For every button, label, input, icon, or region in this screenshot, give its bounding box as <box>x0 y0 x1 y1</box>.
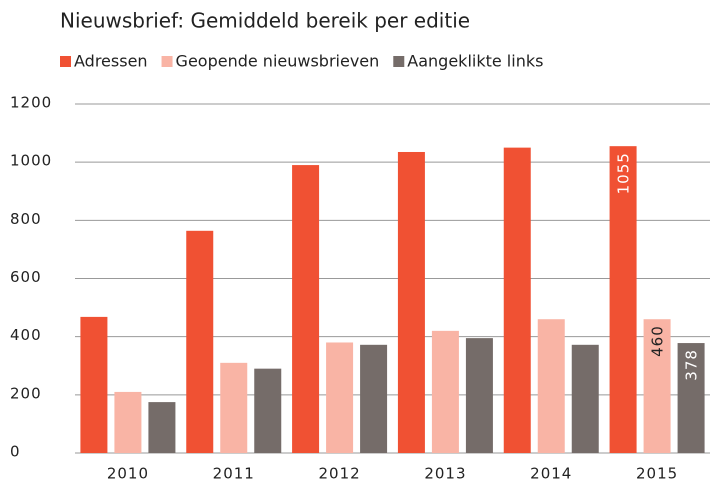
y-tick-label: 0 <box>10 443 21 461</box>
bar <box>80 316 108 453</box>
y-tick-label: 1200 <box>10 94 52 112</box>
bar <box>292 165 320 453</box>
legend-swatch <box>161 56 173 67</box>
bar <box>465 338 493 453</box>
bar <box>148 402 176 453</box>
y-tick-label: 600 <box>10 268 42 286</box>
y-tick-label: 1000 <box>10 152 52 170</box>
x-tick-label: 2014 <box>530 465 572 483</box>
bar <box>326 342 354 453</box>
x-tick-label: 2010 <box>107 465 149 483</box>
bar <box>360 344 388 453</box>
x-tick-label: 2011 <box>213 465 255 483</box>
x-tick-label: 2015 <box>636 465 678 483</box>
bar <box>186 230 214 453</box>
bar <box>114 391 142 453</box>
legend-label: Adressen <box>74 52 148 71</box>
bar <box>431 330 459 453</box>
bar <box>254 368 282 453</box>
bar <box>503 147 531 453</box>
legend-label: Aangeklikte links <box>407 52 543 71</box>
bar <box>571 344 599 453</box>
bar <box>643 319 671 453</box>
y-tick-label: 400 <box>10 326 42 344</box>
bar <box>537 319 565 453</box>
data-label: 460 <box>649 325 667 357</box>
x-tick-label: 2012 <box>318 465 360 483</box>
bar <box>397 151 425 454</box>
chart-title: Nieuwsbrief: Gemiddeld bereik per editie <box>60 9 470 33</box>
y-tick-label: 200 <box>10 384 42 402</box>
legend-label: Geopende nieuwsbrieven <box>176 52 380 71</box>
bar <box>220 362 248 453</box>
legend-swatch <box>393 56 405 67</box>
bar <box>609 146 637 453</box>
x-tick-label: 2013 <box>424 465 466 483</box>
data-label: 378 <box>683 349 701 381</box>
legend-swatch <box>60 56 71 67</box>
y-tick-label: 800 <box>10 210 42 228</box>
bar <box>677 343 705 453</box>
data-label: 1055 <box>615 152 633 194</box>
